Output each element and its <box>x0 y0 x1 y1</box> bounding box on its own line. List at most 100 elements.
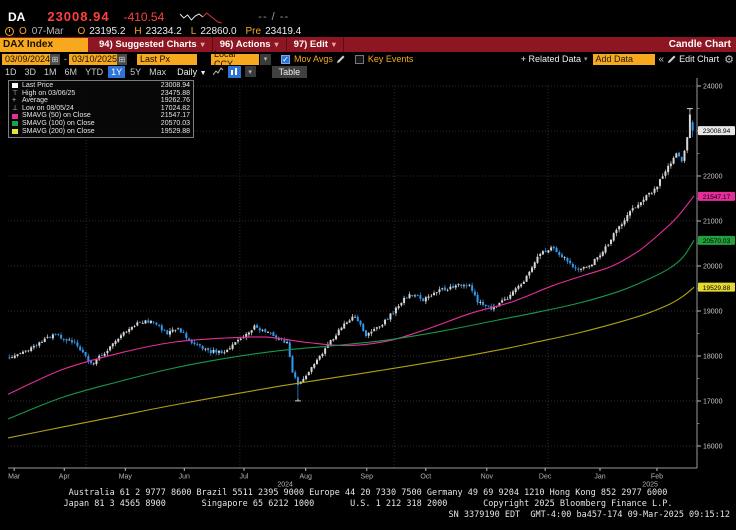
footer-session-info: SN 3379190 EDT GMT-4:00 ba457-174 09-Mar… <box>448 510 730 520</box>
price-badge: 20570.03 <box>698 235 735 245</box>
candle <box>158 323 161 328</box>
candle <box>482 299 485 307</box>
currency-select[interactable]: Local CCY <box>211 49 259 69</box>
y-axis-tick-label: 18000 <box>703 354 723 361</box>
legend-value: 19529.88 <box>160 127 190 135</box>
candle <box>669 161 672 169</box>
y-axis-tick-label: 22000 <box>703 174 723 181</box>
mov-avgs-checkbox[interactable]: ✓ <box>281 54 290 64</box>
candle <box>128 327 131 335</box>
add-data-input[interactable]: Add Data <box>592 53 655 65</box>
key-events-label[interactable]: Key Events <box>367 54 414 64</box>
period-button-3d[interactable]: 3D <box>24 66 37 77</box>
price-chart[interactable]: 2400023000220002100020000190001800017000… <box>0 78 736 489</box>
collapse-button[interactable]: « <box>658 53 665 65</box>
menu-item[interactable]: 96) Actions ▾ <box>213 37 287 52</box>
candle <box>637 201 640 209</box>
candle <box>392 310 395 316</box>
candle <box>623 217 626 227</box>
settings-gear-icon[interactable]: ⚙ <box>724 53 734 66</box>
related-data-caret-icon[interactable]: ▾ <box>584 56 588 63</box>
price-field-select[interactable]: Last Px <box>137 53 197 65</box>
candle <box>122 331 125 337</box>
bid-ask: -- / -- <box>258 10 290 23</box>
legend-row: SMAVG (100) on Close 20570.03 <box>12 120 190 128</box>
candle <box>294 370 297 380</box>
legend-swatch <box>12 128 22 134</box>
candle <box>119 333 122 340</box>
period-button-max[interactable]: Max <box>149 66 167 77</box>
candle <box>686 136 689 154</box>
related-data-button[interactable]: + Related Data <box>520 54 582 64</box>
candle <box>462 283 465 289</box>
period-button-1m[interactable]: 1M <box>44 66 57 77</box>
open-value: 23195.2 <box>89 26 126 37</box>
period-button-6m[interactable]: 6M <box>64 66 78 77</box>
candle <box>433 290 436 296</box>
chart-style-dropdown-icon[interactable]: ▾ <box>244 66 256 77</box>
legend-row: SMAVG (50) on Close 21547.17 <box>12 112 190 120</box>
menu-item[interactable]: 97) Edit ▾ <box>287 37 344 52</box>
date-from-field[interactable]: 03/09/2024 <box>2 53 50 65</box>
candle <box>626 212 629 223</box>
candle <box>16 354 19 358</box>
candle <box>356 314 359 322</box>
candle <box>525 275 528 282</box>
footer-contacts-line1: Australia 61 2 9777 8600 Brazil 5511 239… <box>68 488 668 498</box>
period-button-1y[interactable]: 1Y <box>108 65 126 78</box>
candle <box>288 340 291 358</box>
candle <box>24 350 27 354</box>
legend-row: SMAVG (200) on Close 19529.88 <box>12 128 190 136</box>
x-axis-year-label: 2024 <box>277 482 293 488</box>
security-field[interactable]: DAX Index <box>0 37 88 52</box>
candle <box>19 352 22 355</box>
candle <box>264 328 267 333</box>
candle <box>250 329 253 336</box>
pencil-icon[interactable] <box>336 55 345 63</box>
table-button[interactable]: Table <box>271 65 308 78</box>
line-chart-icon[interactable] <box>212 66 224 77</box>
mov-avgs-label[interactable]: Mov Avgs <box>294 54 333 64</box>
candle <box>117 337 120 343</box>
candle <box>593 258 596 266</box>
edit-chart-button[interactable]: Edit Chart <box>679 54 720 64</box>
date-to-field[interactable]: 03/10/2025 <box>69 53 117 65</box>
candle <box>645 194 648 202</box>
candle <box>411 294 414 298</box>
candle <box>473 288 476 297</box>
menu-item[interactable]: 94) Suggested Charts ▾ <box>92 37 213 52</box>
key-events-checkbox[interactable] <box>354 54 364 64</box>
candle <box>30 345 33 353</box>
calendar-icon[interactable]: ⊞ <box>117 53 127 65</box>
currency-dropdown-icon[interactable]: ▾ <box>260 53 271 65</box>
period-button-1d[interactable]: 1D <box>5 66 17 77</box>
candle <box>258 326 261 334</box>
period-button-ytd[interactable]: YTD <box>85 66 104 77</box>
candle-chart-icon[interactable] <box>227 65 241 78</box>
calendar-icon[interactable]: ⊞ <box>50 53 60 65</box>
x-axis-month-label: Aug <box>299 474 312 481</box>
candle <box>313 363 316 370</box>
price-change: -410.54 <box>123 9 165 24</box>
candle <box>547 249 550 254</box>
candle <box>506 296 509 300</box>
candle <box>168 327 171 338</box>
frequency-select[interactable]: Daily ▼ <box>177 66 207 77</box>
y-axis-tick-label: 17000 <box>703 399 723 406</box>
candle <box>196 341 199 347</box>
candle <box>215 348 218 356</box>
candle <box>389 313 392 322</box>
candle <box>555 246 558 253</box>
candle <box>381 323 384 328</box>
candles-layer <box>8 109 694 400</box>
candle <box>177 327 180 330</box>
candle <box>656 186 659 193</box>
candle <box>109 345 112 352</box>
candle <box>348 318 351 323</box>
candle <box>683 149 686 163</box>
candle <box>384 318 387 327</box>
candle <box>345 321 348 325</box>
period-button-5y[interactable]: 5Y <box>130 66 142 77</box>
candle <box>569 258 572 265</box>
candle <box>405 296 408 299</box>
